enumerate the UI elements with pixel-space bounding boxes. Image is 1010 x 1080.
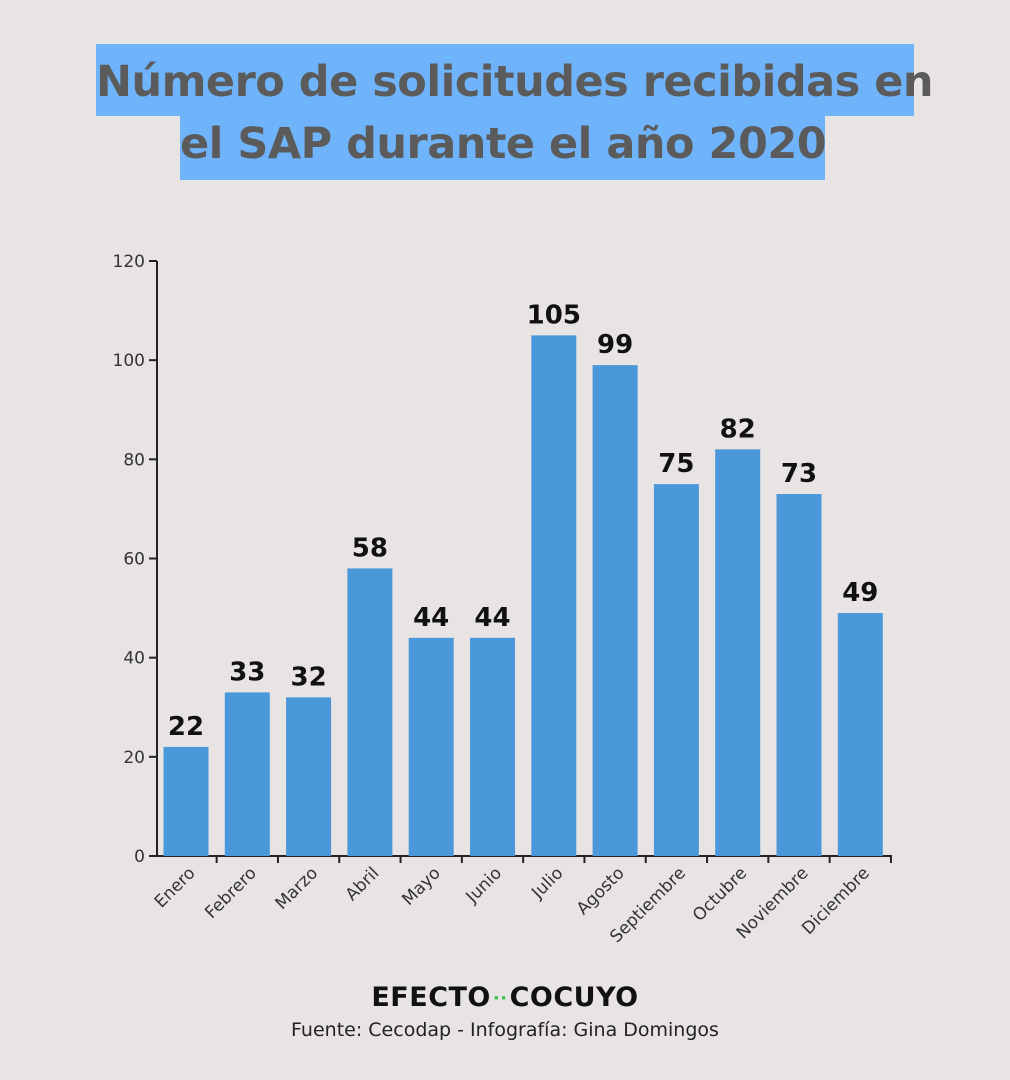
bar — [163, 746, 209, 856]
logo-dots-icon: ·· — [492, 988, 508, 1009]
data-label: 75 — [658, 449, 694, 479]
bar — [286, 697, 332, 856]
x-tick-label: Junio — [462, 863, 506, 907]
y-tick-label: 20 — [123, 748, 145, 768]
bar — [592, 365, 638, 856]
data-label: 73 — [781, 459, 817, 489]
x-tick-label: Abril — [342, 863, 384, 905]
x-tick-label: Marzo — [272, 863, 322, 913]
chart-title-line-2: el SAP durante el año 2020 — [180, 116, 827, 180]
efecto-cocuyo-logo: EFECTO ··COCUYO — [0, 982, 1010, 1013]
y-tick-label: 0 — [134, 847, 145, 867]
bar — [715, 449, 761, 856]
bar — [347, 568, 393, 856]
x-tick-label: Julio — [527, 863, 567, 903]
data-label: 105 — [527, 300, 581, 330]
y-tick-label: 100 — [113, 351, 145, 371]
x-tick-label: Octubre — [689, 863, 751, 925]
data-label: 44 — [474, 603, 510, 633]
data-label: 49 — [842, 578, 878, 608]
y-tick-label: 60 — [123, 550, 145, 570]
bar — [408, 637, 454, 856]
x-tick-label: Enero — [151, 863, 200, 912]
bar — [224, 692, 270, 856]
data-label: 82 — [720, 414, 756, 444]
logo-text-left: EFECTO — [371, 982, 491, 1013]
y-tick-label: 80 — [123, 450, 145, 470]
bar — [653, 484, 699, 856]
data-label: 22 — [168, 712, 204, 742]
data-label: 58 — [352, 533, 388, 563]
y-tick-label: 40 — [123, 649, 145, 669]
chart-title-line-1: Número de solicitudes recibidas en — [96, 44, 933, 116]
x-tick-label: Mayo — [398, 863, 444, 909]
data-label: 33 — [229, 657, 265, 687]
bar — [531, 335, 577, 856]
source-credit: Fuente: Cecodap - Infografía: Gina Domin… — [291, 1019, 719, 1041]
bar — [776, 494, 822, 856]
data-label: 99 — [597, 330, 633, 360]
x-tick-label: Febrero — [201, 863, 261, 923]
data-label: 44 — [413, 603, 449, 633]
x-tick-label: Agosto — [573, 863, 629, 919]
data-label: 32 — [291, 662, 327, 692]
bar — [470, 637, 515, 856]
bar — [837, 613, 883, 856]
logo-text-right: COCUYO — [509, 982, 639, 1013]
y-tick-label: 120 — [113, 252, 145, 272]
